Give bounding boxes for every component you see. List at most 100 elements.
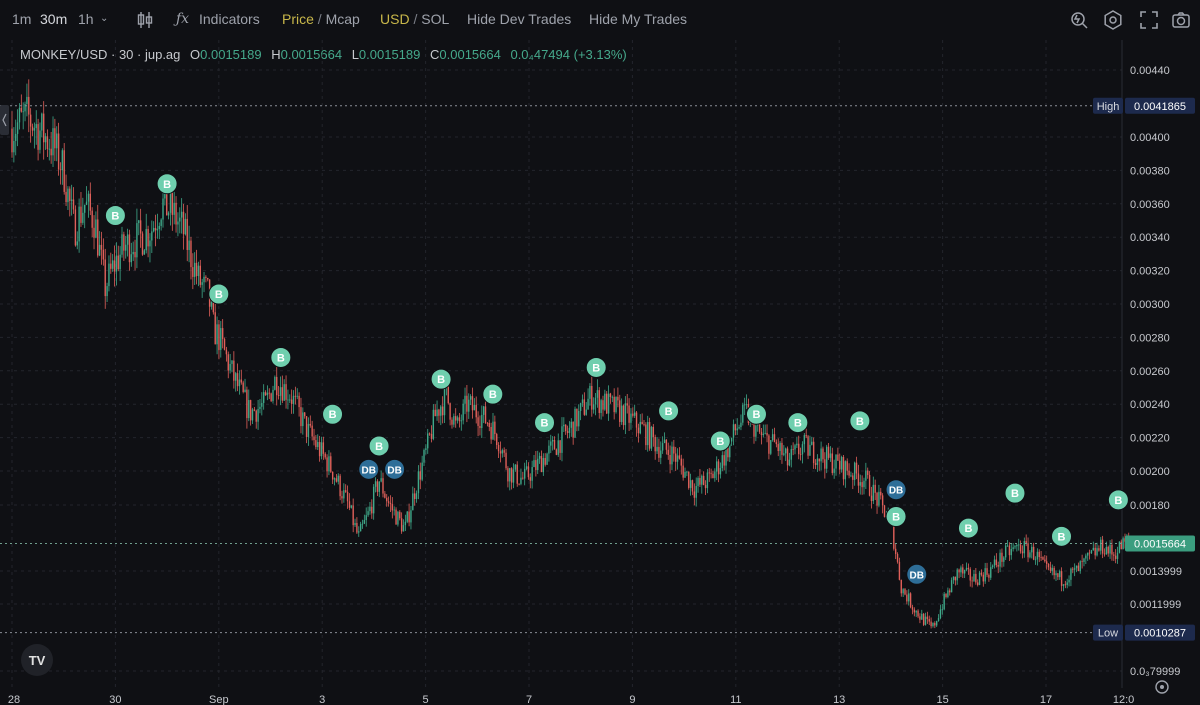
candle-body [499,451,502,454]
chevron-down-icon[interactable]: ⌄ [100,13,109,24]
candle-body [95,219,97,238]
price-mcap-toggle[interactable]: Price / Mcap [282,11,360,27]
mcap-option[interactable]: Mcap [325,11,360,27]
buy-marker[interactable] [156,173,178,195]
buy-marker[interactable] [1107,489,1129,511]
buy-marker[interactable] [745,403,767,425]
quick-search-icon[interactable] [1068,9,1090,31]
buy-marker[interactable] [1051,525,1073,547]
candle-body [266,392,269,396]
candle-body [850,475,852,477]
candle-body [544,458,546,465]
dev-buy-marker[interactable] [906,563,928,585]
axis-settings-icon[interactable] [1155,680,1169,694]
marker-label: B [794,418,802,430]
open-value: 0.0015189 [200,47,262,62]
fullscreen-icon[interactable] [1138,9,1160,31]
candle-body [1072,568,1074,570]
timeframe-1m-button[interactable]: 1m [12,11,32,27]
candle-body [563,424,565,427]
candle-body [779,442,781,451]
candle-body [811,441,813,445]
candle-body [1055,573,1057,576]
x-tick-label: 28 [8,694,20,705]
dev-buy-marker[interactable] [358,458,380,480]
candle-body [1029,552,1031,558]
x-tick-label: 15 [936,694,948,705]
camera-icon[interactable] [1170,9,1192,31]
tradingview-logo[interactable]: TV [21,644,53,676]
buy-marker[interactable] [585,356,607,378]
marker-label: B [1058,531,1066,543]
candle-body [742,404,744,423]
candle-body [792,449,794,450]
buy-marker[interactable] [849,410,871,432]
y-tick-label: 0.00240 [1130,399,1170,411]
collapse-handle[interactable] [0,105,9,135]
candle-body [238,379,241,387]
usd-option[interactable]: USD [380,11,410,27]
marker-label: B [592,362,600,374]
candle-body [704,484,707,489]
buy-marker[interactable] [885,506,907,528]
buy-marker[interactable] [1004,482,1026,504]
candlestick-icon[interactable] [134,9,156,31]
candle-body [1105,546,1108,555]
candle-body [432,409,435,439]
buy-marker[interactable] [368,435,390,457]
candle-body [788,459,791,466]
candle-body [665,439,668,450]
price-axis[interactable]: 0.00440 0.00400 0.00380 0.00360 0.00340 0.003… [1130,65,1182,678]
function-icon[interactable]: ƒ𝑥 [176,11,190,27]
hide-dev-trades-button[interactable]: Hide Dev Trades [467,11,572,27]
candle-body [1006,545,1009,547]
candle-body [460,420,462,422]
buy-marker[interactable] [709,430,731,452]
candle-body [1077,565,1080,572]
candle-body [581,399,584,404]
candle-body [872,484,875,502]
candle-body [576,408,578,427]
buy-marker[interactable] [104,204,126,226]
candle-body [169,193,172,213]
candle-body [857,473,860,486]
candle-body [758,423,761,432]
low-value: 0.0010287 [1134,628,1186,640]
candle-body [658,446,660,458]
time-axis[interactable]: 28 30 Sep 3 5 7 9 11 13 15 17 12:0 [8,694,1134,705]
buy-marker[interactable] [787,412,809,434]
candle-body [585,409,587,415]
buy-marker[interactable] [534,412,556,434]
candle-body [837,454,839,461]
candle-body [1036,551,1039,560]
settings-icon[interactable] [1102,9,1124,31]
buy-marker[interactable] [957,517,979,539]
candle-body [1066,582,1068,586]
candle-body [702,475,705,485]
hide-my-trades-button[interactable]: Hide My Trades [589,11,688,27]
price-option[interactable]: Price [282,11,314,27]
candle-body [283,384,285,401]
y-tick-label: 0.00220 [1130,433,1170,445]
buy-marker[interactable] [430,368,452,390]
buy-marker[interactable] [658,400,680,422]
candle-body [231,360,233,364]
candle-body [331,471,334,480]
buy-marker[interactable] [482,383,504,405]
candle-body [195,262,198,277]
buy-marker[interactable] [208,283,230,305]
timeframe-30m-button[interactable]: 30m [40,11,68,27]
usd-sol-toggle[interactable]: USD / SOL [380,11,449,27]
dev-buy-marker[interactable] [885,479,907,501]
indicators-button[interactable]: Indicators [199,11,260,27]
candle-body [949,590,951,593]
buy-marker[interactable] [322,403,344,425]
timeframe-1h-button[interactable]: 1h [78,11,94,27]
candle-body [318,442,321,457]
sol-option[interactable]: SOL [421,11,450,27]
candle-body [840,456,843,470]
buy-marker[interactable] [270,346,292,368]
candle-body [1060,571,1063,586]
dev-buy-marker[interactable] [384,458,406,480]
